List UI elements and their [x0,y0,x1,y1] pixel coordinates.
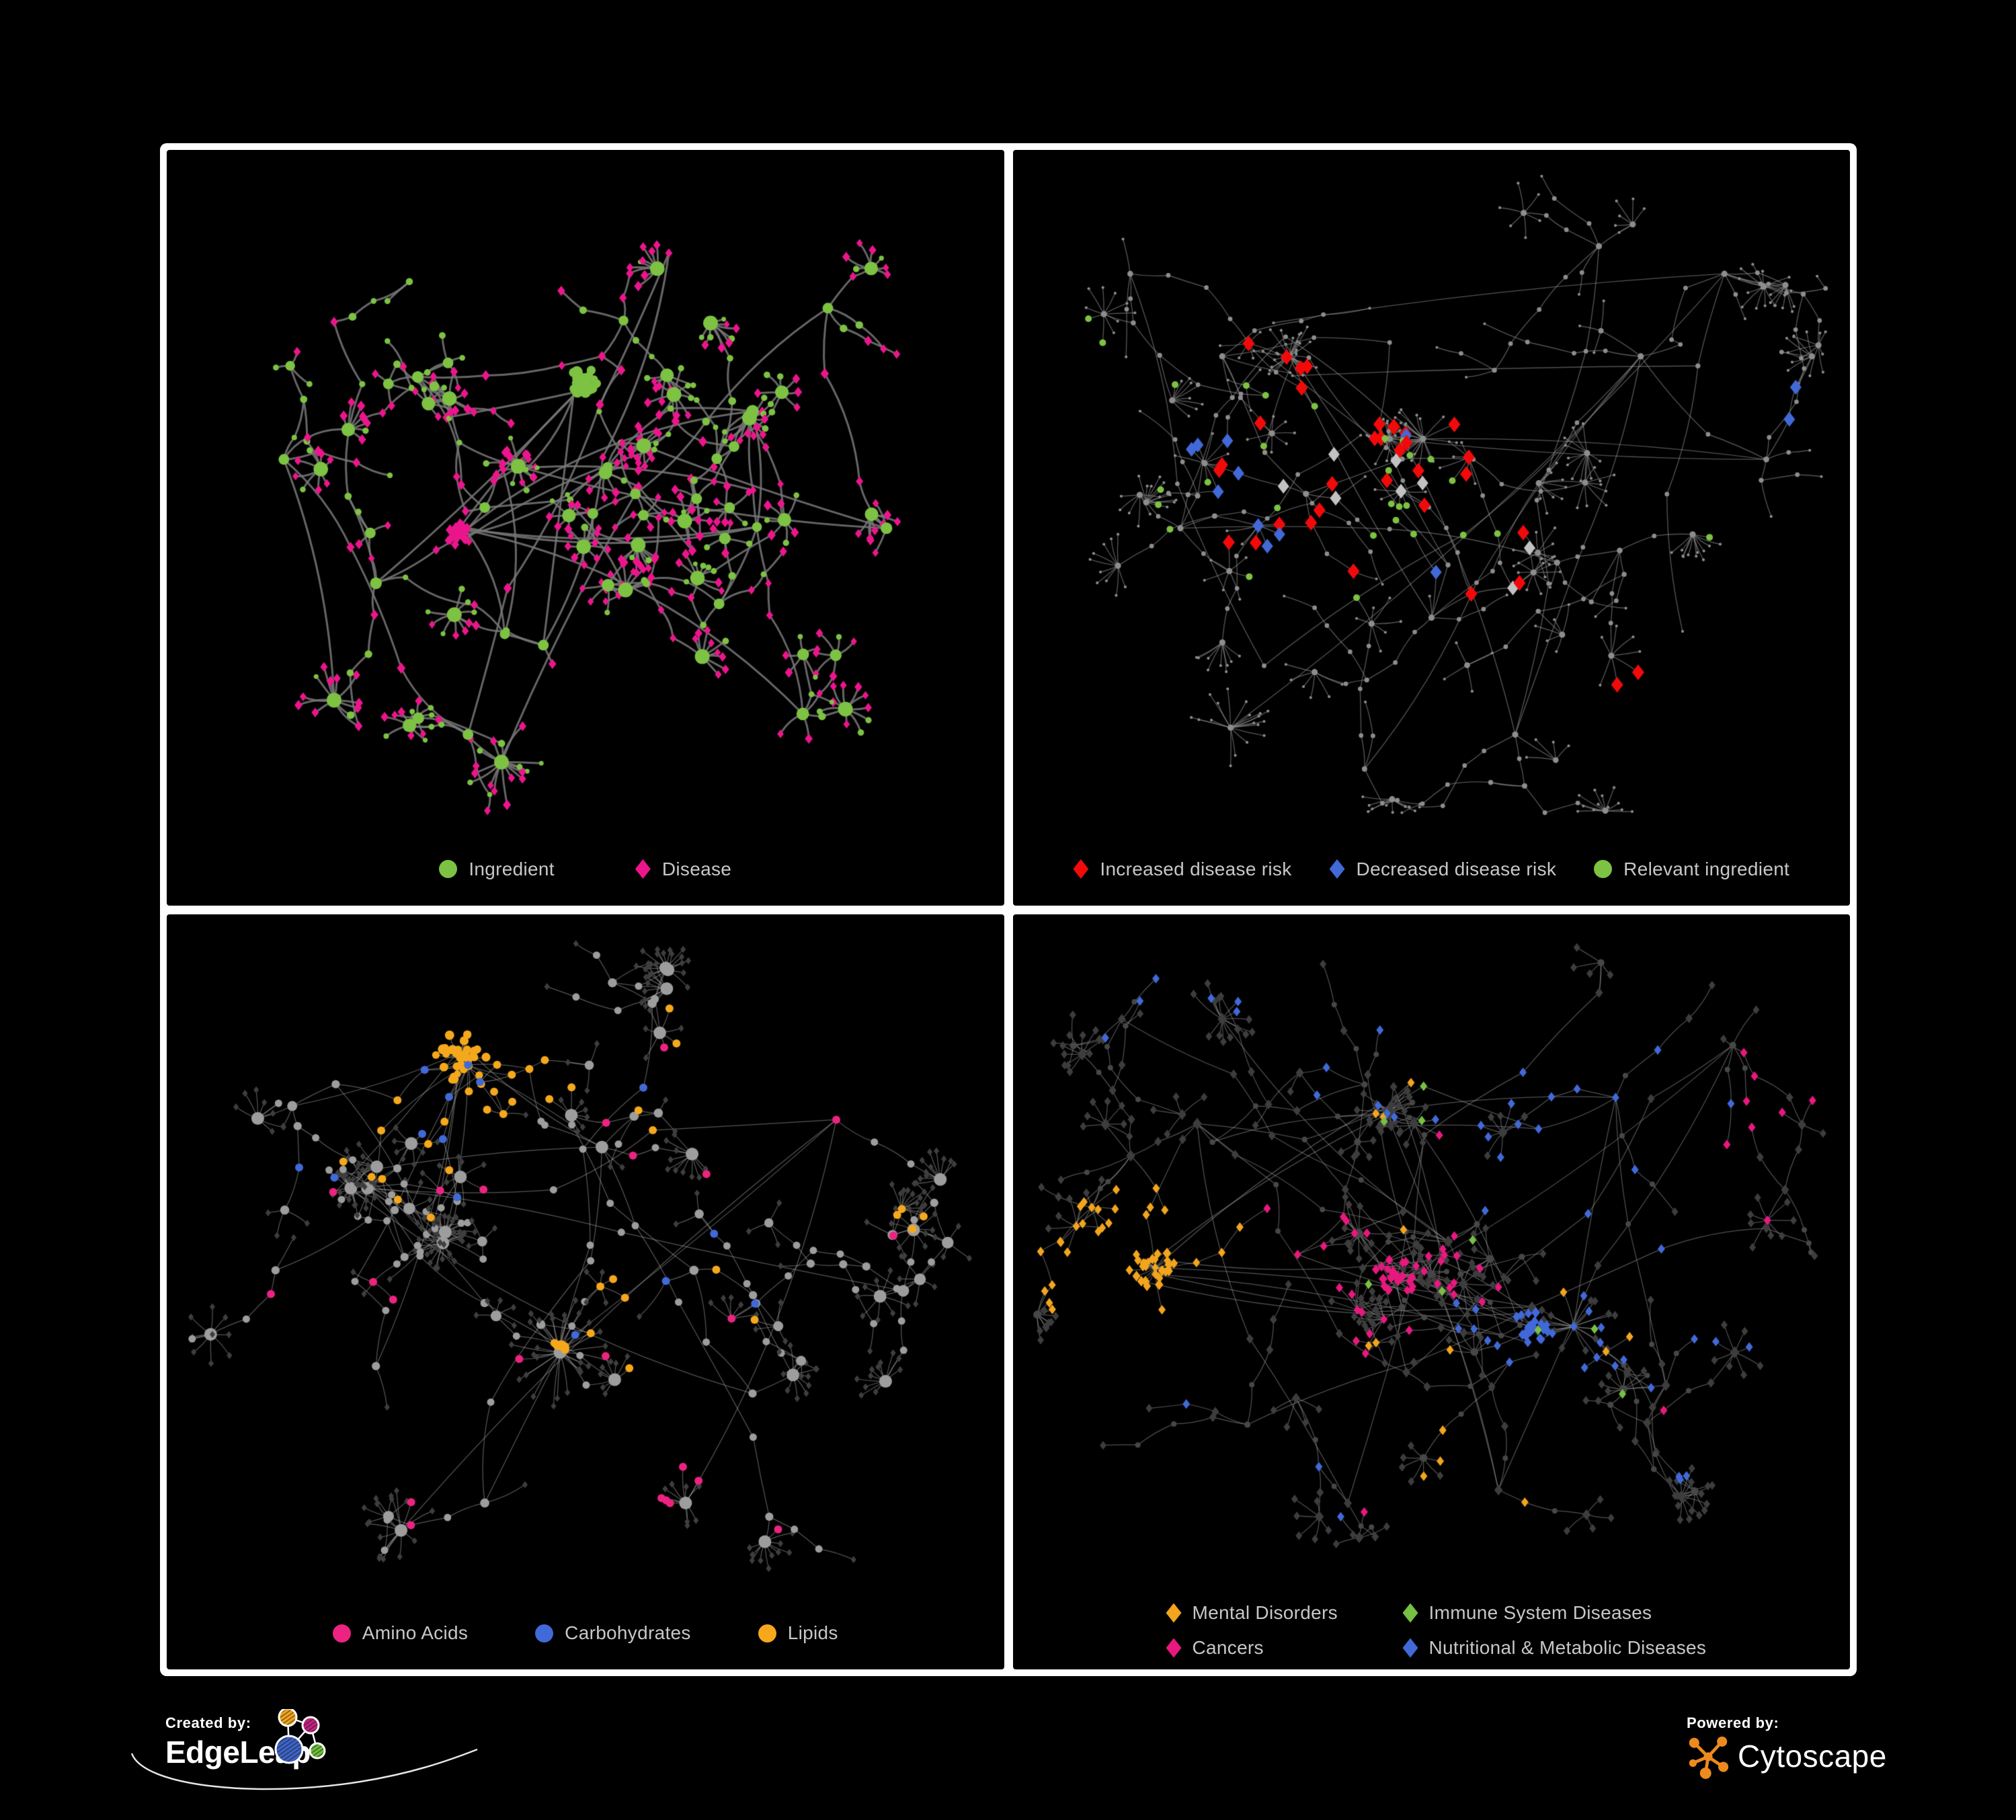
cytoscape-logo-icon [1689,1736,1729,1779]
amino-acids-circle-icon [332,1624,351,1643]
panel-disease-risk: Increased disease risk Decreased disease… [1012,150,1851,906]
legend-label: Ingredient [469,858,555,879]
legend-label: Mental Disorders [1192,1602,1338,1623]
network-canvas-disease-risk [1012,150,1850,905]
legend-item: Relevant ingredient [1594,859,1789,880]
legend-label: Amino Acids [362,1622,469,1643]
legend-label: Decreased disease risk [1356,858,1557,879]
carbohydrates-circle-icon [535,1624,554,1643]
legend-ingredient-disease: Ingredient Disease [167,859,1004,880]
edgeleap-logo-icon [274,1709,326,1764]
panel-grid: Ingredient Disease Increased disease ris… [160,143,1857,1676]
network-canvas-disease-classes [1012,914,1850,1669]
legend-label: Nutritional & Metabolic Diseases [1428,1637,1707,1658]
panel-nutrient-classes: Amino Acids Carbohydrates Lipids [167,914,1004,1669]
disease-diamond-icon [635,859,651,879]
legend-label: Immune System Diseases [1428,1602,1652,1623]
legend-nutrient-classes: Amino Acids Carbohydrates Lipids [167,1622,1004,1644]
legend-item: Mental Disorders [1166,1602,1403,1624]
created-by-block: Created by: EdgeLeap [130,1709,478,1790]
network-canvas-ingredient-disease [167,150,1004,905]
legend-label: Disease [661,858,732,879]
powered-by-block: Powered by: Cytosc [1687,1714,1887,1779]
legend-item: Amino Acids [332,1622,469,1644]
powered-by-label: Powered by: [1687,1714,1779,1731]
legend-item: Disease [635,859,731,880]
relevant-ingredient-circle-icon [1594,860,1613,878]
nutritional-metabolic-diamond-icon [1402,1638,1418,1658]
legend-item: Increased disease risk [1073,859,1291,880]
legend-disease-classes: Mental Disorders Immune System Diseases … [1166,1602,1707,1659]
increased-risk-diamond-icon [1073,859,1089,879]
legend-label: Lipids [787,1622,838,1643]
legend-item: Ingredient [439,859,555,880]
legend-item: Lipids [758,1622,838,1644]
decreased-risk-diamond-icon [1329,859,1345,879]
created-by-label: Created by: [165,1714,251,1731]
network-canvas-nutrient-classes [167,914,1004,1669]
mental-disorders-diamond-icon [1166,1603,1182,1623]
legend-item: Nutritional & Metabolic Diseases [1402,1637,1707,1659]
edgeleap-swoosh-icon [130,1748,478,1790]
lipids-circle-icon [758,1624,776,1643]
legend-item: Decreased disease risk [1329,858,1557,880]
cancers-diamond-icon [1166,1638,1182,1658]
legend-label: Carbohydrates [565,1622,691,1643]
legend-label: Increased disease risk [1100,858,1292,879]
cytoscape-wordmark: Cytoscape [1738,1739,1887,1774]
legend-label: Cancers [1192,1637,1264,1658]
legend-item: Cancers [1166,1637,1403,1659]
legend-item: Carbohydrates [535,1622,691,1644]
immune-diseases-diamond-icon [1402,1603,1418,1623]
legend-label: Relevant ingredient [1623,858,1790,879]
panel-disease-classes: Mental Disorders Immune System Diseases … [1012,914,1850,1669]
panel-ingredient-disease: Ingredient Disease [167,150,1004,906]
legend-item: Immune System Diseases [1402,1602,1707,1624]
legend-disease-risk: Increased disease risk Decreased disease… [1013,859,1851,880]
ingredient-circle-icon [439,860,458,878]
